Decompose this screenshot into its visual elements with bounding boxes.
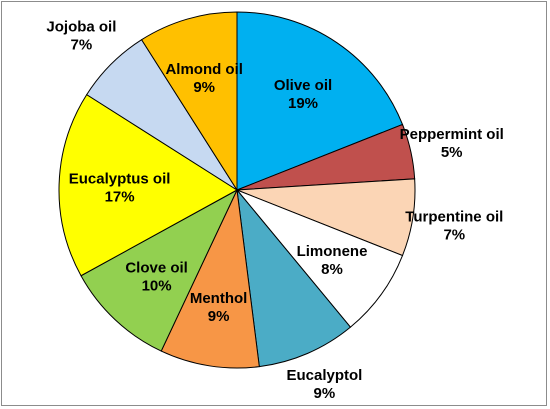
slice-clove-oil [80, 188, 239, 352]
label-eucalyptus-oil: Eucalyptus oil 17% [69, 170, 171, 205]
label-menthol: Menthol 9% [190, 290, 248, 325]
value-label: 17% [105, 188, 135, 205]
label-limonene: Limonene 8% [297, 243, 368, 278]
value-label: 9% [193, 79, 215, 96]
value-label: 7% [443, 226, 465, 243]
label-olive-oil: Olive oil 19% [274, 77, 332, 112]
label-eucalyptol: Eucalyptol 9% [286, 367, 362, 402]
value-label: 19% [288, 95, 318, 112]
slice-almond-oil [140, 11, 238, 192]
value-label: 10% [142, 278, 172, 295]
category-label: Turpentine oil [405, 208, 503, 225]
value-label: 8% [321, 261, 343, 278]
value-label: 5% [441, 144, 463, 161]
slice-olive-oil [236, 11, 404, 191]
label-clove-oil: Clove oil 10% [125, 260, 188, 295]
category-label: Eucalyptus oil [69, 170, 171, 187]
value-label: 7% [71, 36, 93, 53]
label-peppermint-oil: Peppermint oil 5% [400, 126, 504, 161]
category-label: Eucalyptol [286, 367, 362, 384]
category-label: Peppermint oil [400, 126, 504, 143]
slice-menthol [160, 188, 260, 369]
category-label: Clove oil [125, 260, 188, 277]
category-label: Menthol [190, 290, 248, 307]
category-label: Limonene [297, 243, 368, 260]
category-label: Olive oil [274, 77, 332, 94]
value-label: 9% [314, 385, 336, 402]
category-label: Almond oil [165, 61, 243, 78]
slice-limonene [236, 189, 404, 328]
slice-eucalyptol [236, 188, 352, 368]
category-label: Jojoba oil [46, 18, 116, 35]
pie-labels: Olive oil 19% Peppermint oil 5% Turpentine o… [46, 18, 503, 402]
label-turpentine-oil: Turpentine oil 7% [405, 208, 503, 243]
label-jojoba-oil: Jojoba oil 7% [46, 18, 116, 53]
slice-eucalyptus-oil [58, 93, 238, 277]
pie-slices [58, 11, 416, 369]
label-almond-oil: Almond oil 9% [165, 61, 243, 96]
value-label: 9% [208, 308, 230, 325]
